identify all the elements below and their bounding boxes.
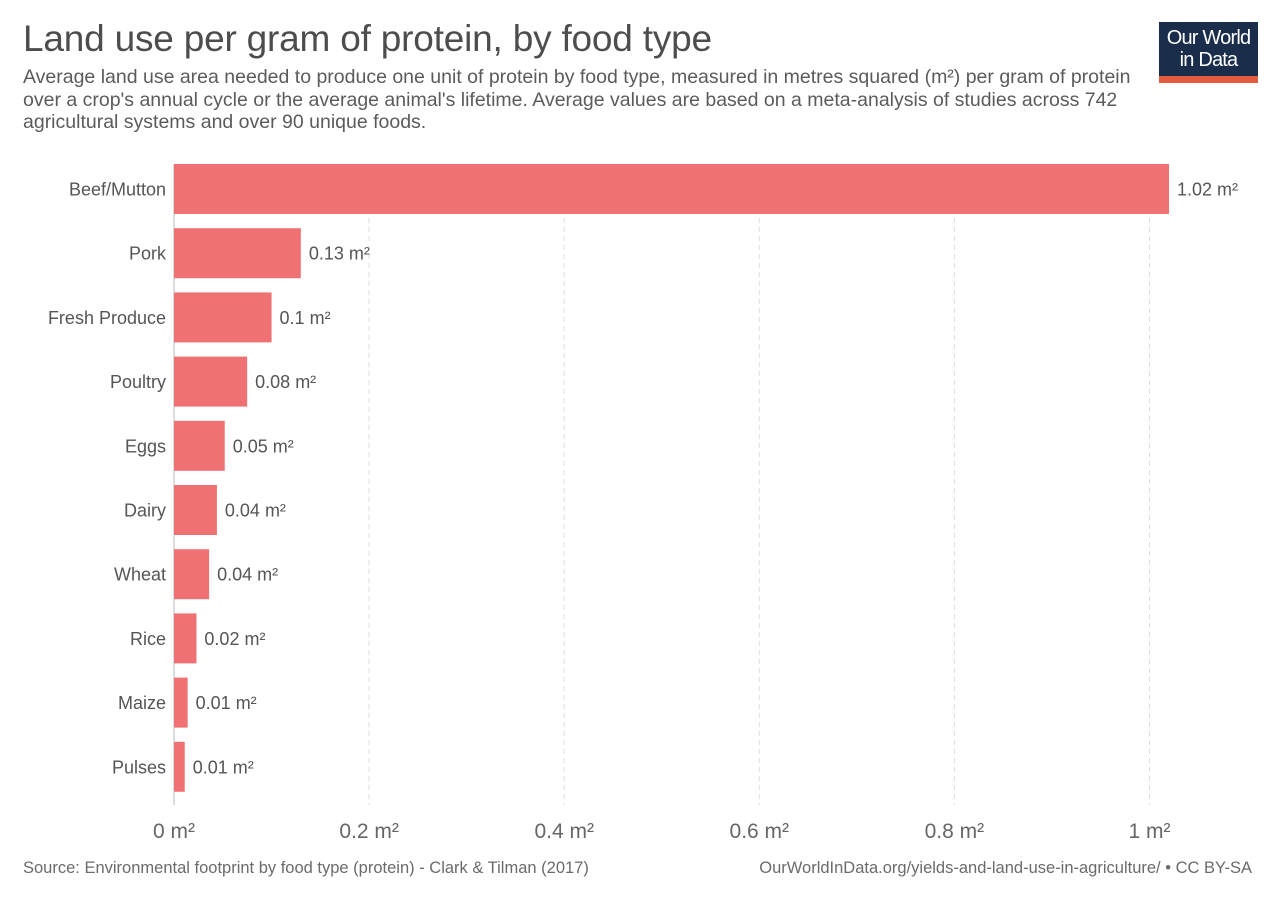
bar[interactable]	[174, 613, 197, 664]
bar[interactable]	[174, 677, 188, 728]
bar[interactable]	[174, 164, 1169, 214]
value-label: 0.05 m²	[233, 436, 294, 456]
x-tick-label: 1 m²	[1128, 820, 1170, 843]
value-label: 0.04 m²	[225, 501, 286, 521]
source-note: Source: Environmental footprint by food …	[23, 859, 589, 877]
category-label: Rice	[130, 629, 166, 649]
chart-title: Land use per gram of protein, by food ty…	[23, 18, 712, 59]
value-label: 1.02 m²	[1177, 180, 1238, 200]
category-label: Eggs	[125, 436, 166, 456]
value-label: 0.01 m²	[193, 757, 254, 777]
x-tick-label: 0 m²	[153, 820, 195, 843]
category-label: Dairy	[124, 501, 166, 521]
category-label: Maize	[118, 693, 166, 713]
bar[interactable]	[174, 420, 225, 471]
x-axis-ticks: 0 m² 0.2 m² 0.4 m² 0.6 m² 0.8 m² 1 m²	[153, 820, 1170, 843]
value-label: 0.08 m²	[255, 372, 316, 392]
x-tick-label: 0.2 m²	[339, 820, 399, 843]
bar[interactable]	[174, 549, 210, 600]
logo-line-1: Our World	[1166, 27, 1251, 49]
chart-subtitle: Average land use area needed to produce …	[23, 66, 1131, 133]
category-label: Fresh Produce	[48, 308, 166, 328]
category-label: Poultry	[110, 372, 166, 392]
value-label: 0.04 m²	[217, 565, 278, 585]
category-label: Beef/Mutton	[69, 180, 166, 200]
labels: Beef/Mutton 1.02 m² Pork 0.13 m² Fresh Produ…	[48, 180, 1238, 778]
bars	[174, 164, 1169, 792]
x-tick-label: 0.6 m²	[730, 820, 790, 843]
bar[interactable]	[174, 292, 272, 343]
bar[interactable]	[174, 741, 185, 792]
x-tick-label: 0.8 m²	[925, 820, 985, 843]
credit-link[interactable]: OurWorldInData.org/yields-and-land-use-i…	[759, 859, 1252, 877]
value-label: 0.01 m²	[196, 693, 257, 713]
bar[interactable]	[174, 485, 217, 535]
bar[interactable]	[174, 228, 301, 279]
value-label: 0.13 m²	[309, 244, 370, 264]
value-label: 0.1 m²	[280, 308, 331, 328]
value-label: 0.02 m²	[204, 629, 265, 649]
x-tick-label: 0.4 m²	[534, 820, 594, 843]
category-label: Pulses	[112, 757, 166, 777]
category-label: Pork	[129, 244, 167, 264]
logo-line-2: in Data	[1179, 49, 1239, 71]
category-label: Wheat	[114, 565, 166, 585]
bar[interactable]	[174, 356, 248, 407]
owid-logo[interactable]: Our World in Data	[1159, 22, 1258, 83]
